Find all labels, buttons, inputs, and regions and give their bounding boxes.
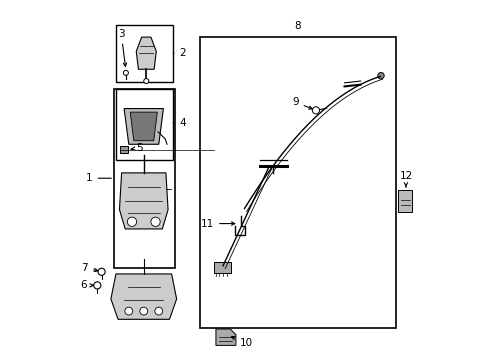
Polygon shape bbox=[216, 329, 235, 345]
Polygon shape bbox=[397, 190, 411, 212]
Circle shape bbox=[143, 78, 148, 84]
Polygon shape bbox=[120, 147, 127, 153]
Text: 4: 4 bbox=[173, 118, 186, 128]
Polygon shape bbox=[130, 112, 157, 141]
Polygon shape bbox=[214, 262, 231, 273]
Circle shape bbox=[155, 307, 163, 315]
Text: 11: 11 bbox=[201, 219, 234, 229]
Text: 1: 1 bbox=[86, 173, 111, 183]
Text: 10: 10 bbox=[231, 336, 253, 347]
Text: 6: 6 bbox=[80, 280, 93, 291]
Polygon shape bbox=[124, 109, 163, 144]
Text: 2: 2 bbox=[173, 48, 186, 58]
Text: 8: 8 bbox=[293, 21, 300, 31]
Circle shape bbox=[140, 307, 147, 315]
Text: 5: 5 bbox=[131, 143, 143, 153]
Text: 9: 9 bbox=[291, 97, 311, 109]
Text: 7: 7 bbox=[81, 262, 98, 273]
Text: 12: 12 bbox=[399, 171, 412, 187]
Circle shape bbox=[377, 72, 384, 79]
Circle shape bbox=[123, 70, 128, 75]
Polygon shape bbox=[119, 173, 168, 229]
Text: 3: 3 bbox=[118, 28, 126, 66]
Circle shape bbox=[98, 268, 105, 275]
Circle shape bbox=[151, 217, 160, 226]
Circle shape bbox=[312, 107, 319, 114]
Polygon shape bbox=[111, 274, 176, 319]
Circle shape bbox=[127, 217, 136, 226]
Polygon shape bbox=[136, 37, 156, 69]
Circle shape bbox=[124, 307, 132, 315]
Circle shape bbox=[94, 282, 101, 289]
